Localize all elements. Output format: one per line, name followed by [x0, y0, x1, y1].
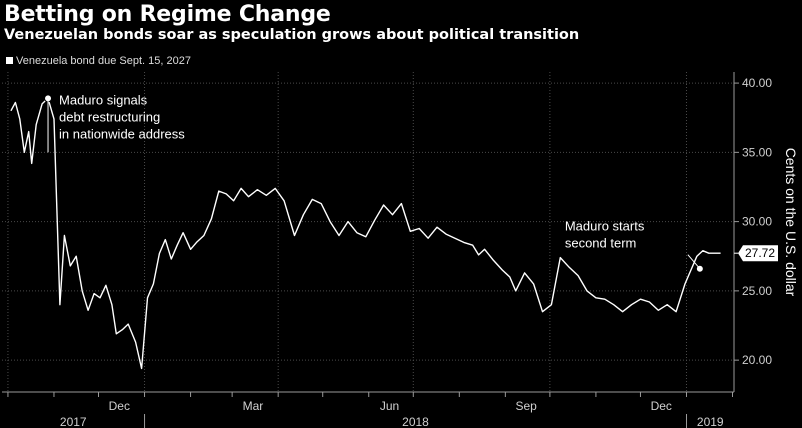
- y-tick-label: 20.00: [742, 353, 772, 367]
- x-tick-label: Jun: [380, 399, 399, 413]
- x-axis: Dec Mar Jun Sep Dec 2017 2018 2019: [2, 391, 734, 428]
- y-tick-label: 35.00: [742, 145, 772, 159]
- y-axis-label: Cents on the U.S. dollar: [783, 148, 799, 297]
- y-tick-label: 40.00: [742, 76, 772, 90]
- legend-label: Venezuela bond due Sept. 15, 2027: [16, 55, 191, 67]
- x-period-label: 2019: [697, 415, 724, 428]
- chart-title: Betting on Regime Change: [4, 2, 331, 27]
- chart-subtitle: Venezuelan bonds soar as speculation gro…: [4, 27, 580, 43]
- annotations: Maduro signals debt restructuring in natio…: [44, 92, 704, 273]
- y-axis: 20.00 25.00 30.00 35.00 40.00: [733, 72, 772, 392]
- annotation-leader: [687, 254, 701, 270]
- x-tick-label: Sep: [515, 399, 537, 413]
- series-line-venezuela-bond: [10, 97, 721, 370]
- annotation-text-line: second term: [565, 236, 637, 251]
- annotation-text-line: in nationwide address: [59, 126, 185, 141]
- x-period-label: 2018: [402, 415, 429, 428]
- last-value-tag: [738, 245, 778, 262]
- legend-swatch: [6, 57, 13, 64]
- y-tick-label: 25.00: [742, 284, 772, 298]
- legend: Venezuela bond due Sept. 15, 2027: [6, 55, 191, 67]
- x-period-label: 2017: [60, 415, 87, 428]
- annotation-text-line: Maduro signals: [59, 92, 148, 107]
- last-value-label: 27.72: [745, 246, 775, 260]
- x-tick-label: Dec: [651, 399, 672, 413]
- x-tick-label: Dec: [109, 399, 130, 413]
- gridlines: [2, 72, 734, 392]
- y-tick-label: 30.00: [742, 215, 772, 229]
- series-layer: 27.72: [10, 97, 778, 370]
- annotation-text-line: debt restructuring: [59, 109, 160, 124]
- x-tick-label: Mar: [243, 399, 264, 413]
- annotation-text-line: Maduro starts: [565, 219, 645, 234]
